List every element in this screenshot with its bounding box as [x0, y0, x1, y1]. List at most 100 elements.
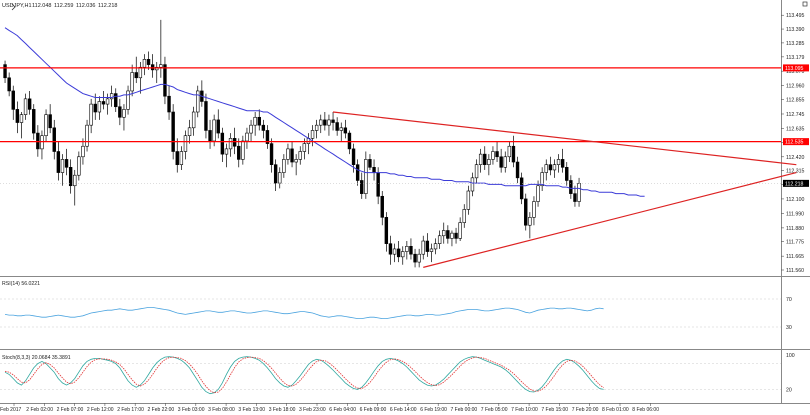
price-tick-label: 111.665 [786, 254, 804, 260]
candle-body-bull [241, 140, 245, 160]
candle [187, 119, 192, 144]
stoch-pane: Stoch(8,3,3) 20.0684 35.3891 100 20 [0, 353, 795, 395]
candle [23, 93, 28, 120]
maximize-icon[interactable] [802, 1, 808, 7]
candle [544, 159, 548, 181]
candle-body-bull [405, 246, 409, 252]
candle [532, 196, 536, 226]
candle [40, 130, 44, 160]
candle [552, 159, 557, 178]
candle [519, 172, 524, 205]
candle-body-bear [372, 167, 376, 173]
candle [237, 138, 241, 168]
time-tick-label: 2 Feb 02:00 [26, 407, 53, 413]
candle-body-bear [64, 159, 69, 168]
candle-body-bull [85, 124, 89, 147]
candle [483, 146, 487, 170]
scroll-arrow-icon[interactable] [11, 3, 16, 11]
candle [442, 222, 446, 244]
candle-body-bull [81, 145, 85, 158]
candle [478, 148, 483, 173]
candle [458, 217, 462, 242]
candle-body-bear [511, 145, 516, 163]
candle [183, 130, 188, 160]
candle-body-bear [368, 159, 372, 168]
candle-body-bear [409, 246, 413, 255]
candle-body-bull [417, 253, 421, 263]
candle [208, 119, 212, 149]
candle-body-bear [495, 151, 499, 158]
candle-body-bull [282, 159, 286, 173]
stoch-main-line [4, 356, 604, 395]
candle [388, 235, 393, 265]
price-tag-resistance-2: 112.535 [785, 140, 803, 146]
time-tick-label: 8 Feb 01:00 [602, 407, 629, 413]
time-tick-label: 2 Feb 12:00 [87, 407, 114, 413]
time-tick-label: 2 Feb 07:00 [57, 407, 84, 413]
candle [146, 51, 151, 70]
candle-body-bull [544, 164, 548, 173]
candle-body-bull [77, 156, 81, 176]
candle [515, 156, 520, 184]
price-tick-label: 113.390 [786, 27, 804, 33]
candle-body-bear [360, 180, 364, 194]
symbol-label: USDJPY,H1 [2, 3, 32, 9]
time-tick-label: 7 Feb 00:00 [451, 407, 478, 413]
candle-body-bear [347, 132, 352, 150]
candle-body-bear [27, 98, 32, 110]
candle [265, 125, 270, 149]
candle [179, 146, 184, 170]
time-tick-label: 3 Feb 03:00 [178, 407, 205, 413]
price-tick-label: 113.285 [786, 41, 804, 47]
candle-body-bear [93, 103, 97, 113]
price-tick-label: 112.745 [786, 112, 804, 118]
candle-body-bear [32, 109, 36, 134]
trendline-descending[interactable] [332, 111, 797, 166]
candle [216, 109, 220, 139]
candle-body-bear [56, 151, 61, 173]
candle-body-bear [7, 77, 11, 92]
candle [556, 154, 561, 173]
candle [224, 143, 229, 168]
candle [528, 212, 532, 239]
time-axis: 1 Feb 2017 2 Feb 02:00 2 Feb 07:002 Feb 12… [0, 403, 659, 413]
candle [27, 90, 32, 115]
candle [118, 98, 122, 126]
candle [228, 133, 233, 157]
rsi-tick-label: 70 [786, 297, 792, 303]
candle [89, 98, 93, 134]
price-tag-current: 112.218 [785, 181, 803, 187]
candle [429, 243, 434, 263]
candle [253, 112, 257, 136]
candle-body-bear [261, 124, 266, 131]
time-tick-label: 3 Feb 23:00 [299, 407, 326, 413]
time-tick-label: 3 Feb 13:00 [238, 407, 265, 413]
trendline-ascending[interactable] [423, 171, 797, 268]
candle [392, 243, 397, 263]
candle-body-bear [216, 119, 220, 134]
candle-body-bull [191, 111, 196, 129]
candle [425, 233, 430, 257]
candle [11, 85, 15, 120]
ohlc-high: 112.259 [54, 3, 73, 9]
candle-body-bear [175, 151, 179, 165]
candle-body-bull [40, 135, 44, 150]
candle-body-bear [519, 177, 524, 200]
price-tick-label: 112.960 [786, 84, 804, 90]
time-tick-label: 1 Feb 2017 [0, 407, 22, 413]
time-tick-label: 6 Feb 14:00 [390, 407, 417, 413]
candle-body-bear [3, 64, 7, 79]
candle-body-bull [540, 172, 544, 187]
candle [32, 104, 36, 140]
candle [466, 185, 471, 215]
candle [7, 72, 11, 97]
candle-body-bull [212, 119, 216, 142]
candle-body-bear [269, 143, 274, 165]
time-tick-label: 3 Feb 08:00 [208, 407, 235, 413]
candle-body-bear [323, 119, 327, 126]
candle-body-bear [265, 130, 270, 144]
candle [343, 119, 348, 139]
candle [507, 140, 512, 163]
candle [220, 127, 225, 163]
candle-body-bear [396, 248, 401, 258]
